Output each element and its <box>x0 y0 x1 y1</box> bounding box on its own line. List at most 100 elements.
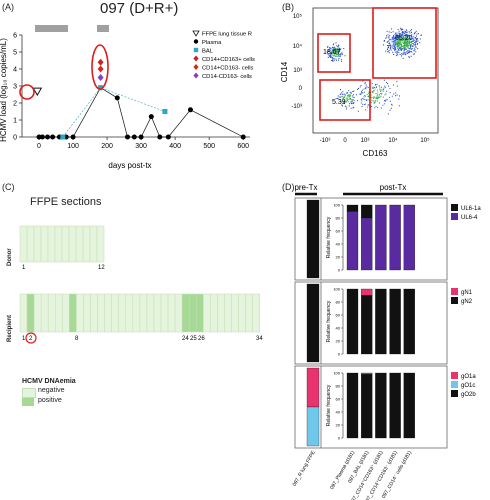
flow-event <box>395 55 397 57</box>
flow-event <box>412 53 414 55</box>
b-ytick: 10³ <box>293 68 302 74</box>
flow-event <box>417 40 419 42</box>
plasma-line <box>39 87 244 138</box>
flow-event <box>413 43 415 45</box>
legend-negative-label: negative <box>38 387 65 394</box>
b-ytick: 0 <box>299 86 303 92</box>
recipient-section <box>153 293 162 333</box>
flow-event <box>336 48 338 50</box>
flow-event <box>340 89 342 91</box>
flow-event <box>338 47 340 49</box>
flow-event <box>381 92 383 94</box>
flow-event <box>385 99 387 101</box>
flow-event <box>403 32 405 34</box>
flow-event <box>386 90 388 92</box>
flow-event <box>364 95 366 97</box>
row-frame <box>294 281 448 365</box>
flow-event <box>347 94 349 96</box>
flow-event <box>335 54 337 56</box>
flow-event <box>376 97 378 99</box>
flow-event <box>388 42 390 44</box>
flow-event <box>352 102 354 104</box>
y-tick-label: 5 <box>13 50 17 57</box>
flow-event <box>346 106 348 108</box>
flow-event <box>391 103 393 105</box>
flow-event <box>392 37 394 39</box>
flow-event <box>420 34 422 36</box>
flow-event <box>397 28 399 30</box>
flow-event <box>368 95 370 97</box>
flow-event <box>404 32 406 34</box>
row-frame <box>294 197 448 281</box>
flow-event <box>346 95 348 97</box>
row-y-tick-label: 40 <box>336 326 341 331</box>
bar-segment <box>375 288 387 355</box>
flow-event <box>403 37 405 39</box>
flow-event <box>401 49 403 51</box>
flow-event <box>400 45 402 47</box>
flow-event <box>400 39 402 41</box>
flow-event <box>388 40 390 42</box>
flow-event <box>340 93 342 95</box>
flow-event <box>332 44 334 46</box>
flow-event <box>373 102 375 104</box>
data-point-plasma <box>187 107 193 113</box>
row-y-tick-label: 100 <box>333 203 340 208</box>
bal-line <box>62 87 166 138</box>
flow-event <box>388 85 390 87</box>
flow-event <box>394 38 396 40</box>
flow-event <box>402 57 404 59</box>
flow-event <box>380 95 382 97</box>
recipient-section <box>76 293 84 333</box>
flow-event <box>391 95 393 97</box>
bar-segment <box>306 406 320 447</box>
flow-event <box>397 54 399 56</box>
legend-swatch-positive <box>22 398 34 406</box>
flow-event <box>349 95 351 97</box>
flow-event <box>391 104 393 106</box>
recipient-tick: 25 <box>190 336 197 342</box>
flow-event <box>395 36 397 38</box>
post-tx-label: post-Tx <box>380 183 407 192</box>
flow-event <box>398 52 400 54</box>
panel-d-category-labels: 097_R lung FFPE 097_Plasma (d181)097_BAL … <box>292 449 414 500</box>
flow-event <box>394 46 396 48</box>
recipient-sections <box>19 293 260 333</box>
flow-event <box>352 99 354 101</box>
flow-event <box>371 99 373 101</box>
flow-event <box>335 58 337 60</box>
bar-segment <box>375 372 387 439</box>
flow-event <box>327 56 329 58</box>
flow-event <box>418 33 420 35</box>
flow-event <box>337 50 339 52</box>
flow-event <box>410 38 412 40</box>
row-y-tick-label: 20 <box>336 423 341 428</box>
flow-event <box>402 31 404 33</box>
data-point-bal <box>60 134 66 140</box>
flow-event <box>348 97 350 99</box>
flow-event <box>360 93 362 95</box>
bar-segment <box>389 288 401 355</box>
flow-event <box>388 96 390 98</box>
flow-event <box>401 34 403 36</box>
flow-event <box>391 47 393 49</box>
recipient-section <box>146 293 155 333</box>
flow-event <box>389 35 391 37</box>
flow-event <box>406 31 408 33</box>
flow-event <box>334 49 336 51</box>
flow-event <box>396 45 398 47</box>
flow-event <box>330 52 332 54</box>
flow-event <box>403 50 405 52</box>
flow-event <box>348 94 350 96</box>
flow-event <box>402 38 404 40</box>
flow-event <box>380 88 382 90</box>
flow-event <box>402 54 404 56</box>
flow-event <box>404 37 406 39</box>
bar-segment <box>375 204 387 271</box>
flow-event <box>362 98 364 100</box>
flow-event <box>344 101 346 103</box>
flow-event <box>403 38 405 40</box>
row-y-tick-label: 80 <box>336 384 341 389</box>
flow-event <box>406 41 408 43</box>
flow-event <box>353 90 355 92</box>
